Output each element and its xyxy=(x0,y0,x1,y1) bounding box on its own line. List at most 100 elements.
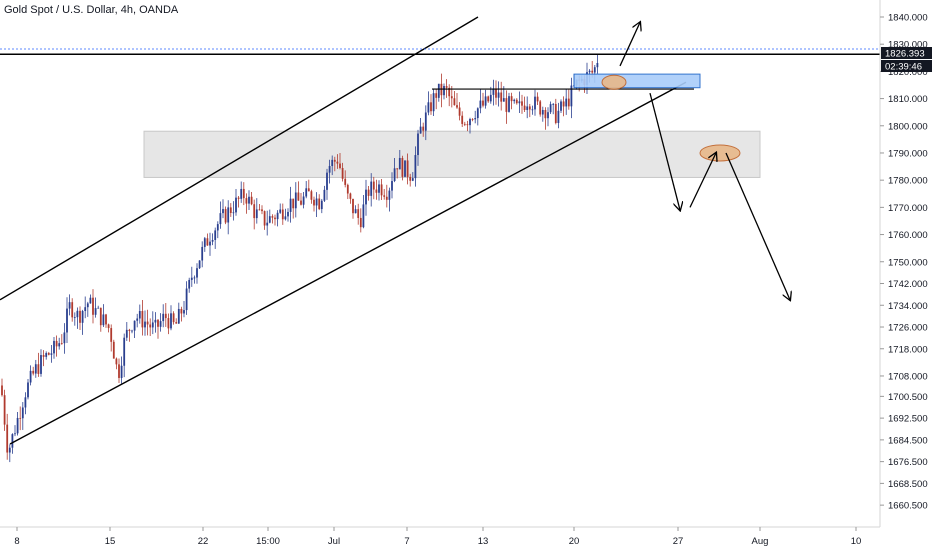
candle-body xyxy=(393,168,396,182)
candle-body xyxy=(11,434,14,448)
candle-body xyxy=(32,370,35,374)
candle-body xyxy=(86,303,89,308)
candle-body xyxy=(461,115,464,124)
candle-body xyxy=(417,133,419,156)
candle-body xyxy=(55,340,58,347)
candle-body xyxy=(448,87,451,97)
candle-body xyxy=(435,93,438,98)
candle-body xyxy=(479,100,482,109)
candle-body xyxy=(521,101,523,106)
candle-body xyxy=(141,311,144,328)
countdown-tag-bg xyxy=(881,60,932,73)
candle-body xyxy=(294,192,297,209)
candle-body xyxy=(102,314,105,326)
candle-body xyxy=(549,104,552,113)
candle-body xyxy=(495,88,497,98)
candle-body xyxy=(76,310,79,318)
y-tick-label: 1742.000 xyxy=(888,279,928,290)
candle-body xyxy=(253,204,256,219)
candle-body xyxy=(352,198,354,214)
y-tick-label: 1660.500 xyxy=(888,501,928,512)
highlight-ellipse xyxy=(699,144,741,162)
y-tick-label: 1830.000 xyxy=(888,40,928,51)
candle-body xyxy=(94,308,97,315)
candle-body xyxy=(313,199,315,206)
candle-body xyxy=(320,200,323,210)
candle-body xyxy=(333,159,336,162)
candle-body xyxy=(289,198,292,212)
candle-body xyxy=(523,105,526,110)
arrow-up xyxy=(619,22,640,67)
y-tick-label: 1770.000 xyxy=(888,203,928,214)
candle-body xyxy=(339,163,341,169)
candle-body xyxy=(40,355,42,374)
x-tick-label: Aug xyxy=(752,536,769,547)
candle-body xyxy=(203,238,206,247)
x-tick-label: 15 xyxy=(105,536,116,547)
candle-body xyxy=(531,109,534,111)
candle-body xyxy=(175,322,178,324)
candle-body xyxy=(276,212,279,220)
candle-body xyxy=(305,188,308,197)
candle-body xyxy=(201,246,204,261)
candle-body xyxy=(484,96,487,106)
y-tick-label: 1676.500 xyxy=(888,457,928,468)
candle-body xyxy=(29,370,32,383)
candle-body xyxy=(456,105,458,108)
candle-body xyxy=(367,189,370,196)
candle-body xyxy=(404,160,406,177)
candle-body xyxy=(502,98,505,102)
candle-body xyxy=(593,67,596,73)
candle-body xyxy=(248,196,250,204)
x-tick-label: 8 xyxy=(14,536,19,547)
candle-body xyxy=(185,288,188,311)
candle-body xyxy=(266,222,269,226)
candle-body xyxy=(539,101,542,115)
candle-body xyxy=(544,109,547,119)
candle-body xyxy=(162,313,165,322)
x-tick-label: Jul xyxy=(328,536,340,547)
candle-body xyxy=(58,343,61,347)
candle-body xyxy=(500,92,503,102)
candle-body xyxy=(383,195,386,197)
candle-body xyxy=(188,279,191,289)
candle-body xyxy=(242,188,245,199)
candle-body xyxy=(14,433,16,435)
candle-body xyxy=(60,343,63,344)
candle-body xyxy=(513,99,516,102)
candle-body xyxy=(450,96,453,99)
candle-body xyxy=(474,118,477,120)
candle-body xyxy=(170,313,172,329)
candle-body xyxy=(196,268,198,278)
candle-body xyxy=(105,314,107,325)
candle-body xyxy=(47,353,50,355)
candle-body xyxy=(547,112,549,119)
candle-body xyxy=(68,302,71,309)
candle-body xyxy=(138,311,141,319)
y-tick-label: 1684.500 xyxy=(888,435,928,446)
candle-body xyxy=(534,96,536,110)
support-zone xyxy=(143,130,761,178)
candle-body xyxy=(591,70,594,73)
candle-body xyxy=(391,181,393,191)
candle-body xyxy=(37,364,40,374)
candle-body xyxy=(328,166,331,173)
candle-body xyxy=(84,307,87,312)
candle-body xyxy=(237,197,240,199)
highlight-ellipse xyxy=(601,74,627,90)
candle-body xyxy=(508,96,510,112)
candle-body xyxy=(344,178,347,185)
candle-body xyxy=(588,70,591,73)
candle-body xyxy=(216,224,219,231)
candle-body xyxy=(349,193,352,199)
candle-body xyxy=(562,101,565,107)
candle-body xyxy=(497,92,500,98)
candle-body xyxy=(190,277,193,280)
candle-body xyxy=(437,83,440,98)
candle-body xyxy=(107,324,110,329)
candle-body xyxy=(81,311,84,323)
y-tick-label: 1800.000 xyxy=(888,121,928,132)
candle-body xyxy=(300,200,302,205)
candle-body xyxy=(227,207,230,223)
